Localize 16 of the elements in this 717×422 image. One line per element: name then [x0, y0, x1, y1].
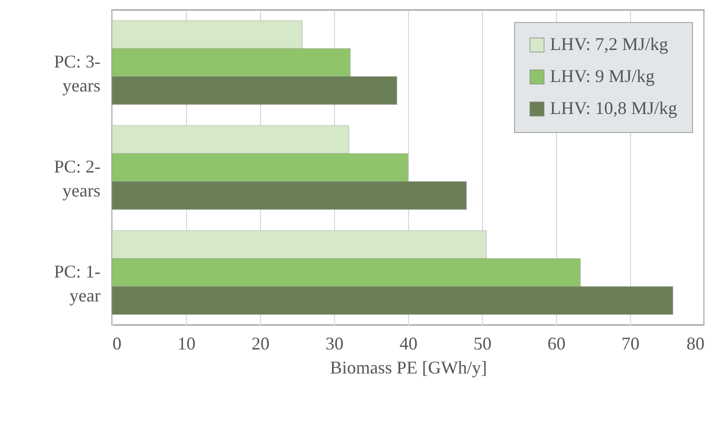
x-tick-label: 10	[178, 334, 196, 354]
x-tick-label: 60	[548, 334, 566, 354]
y-tick-label: PC: 1-year	[54, 262, 100, 306]
x-tick-label: 50	[474, 334, 492, 354]
x-tick-label: 30	[326, 334, 344, 354]
y-tick-label: PC: 2-years	[54, 156, 100, 200]
x-tick-label: 20	[252, 334, 270, 354]
x-tick-label: 80	[686, 334, 704, 354]
x-tick-label: 70	[622, 334, 640, 354]
legend-label: LHV: 7,2 MJ/kg	[550, 34, 668, 54]
y-tick-label: PC: 3-years	[54, 52, 100, 96]
legend-label: LHV: 10,8 MJ/kg	[550, 98, 678, 118]
x-axis-title: Biomass PE [GWh/y]	[330, 358, 487, 378]
legend-label: LHV: 9 MJ/kg	[550, 66, 655, 86]
x-tick-label: 40	[400, 334, 418, 354]
x-tick-label: 0	[112, 334, 122, 354]
